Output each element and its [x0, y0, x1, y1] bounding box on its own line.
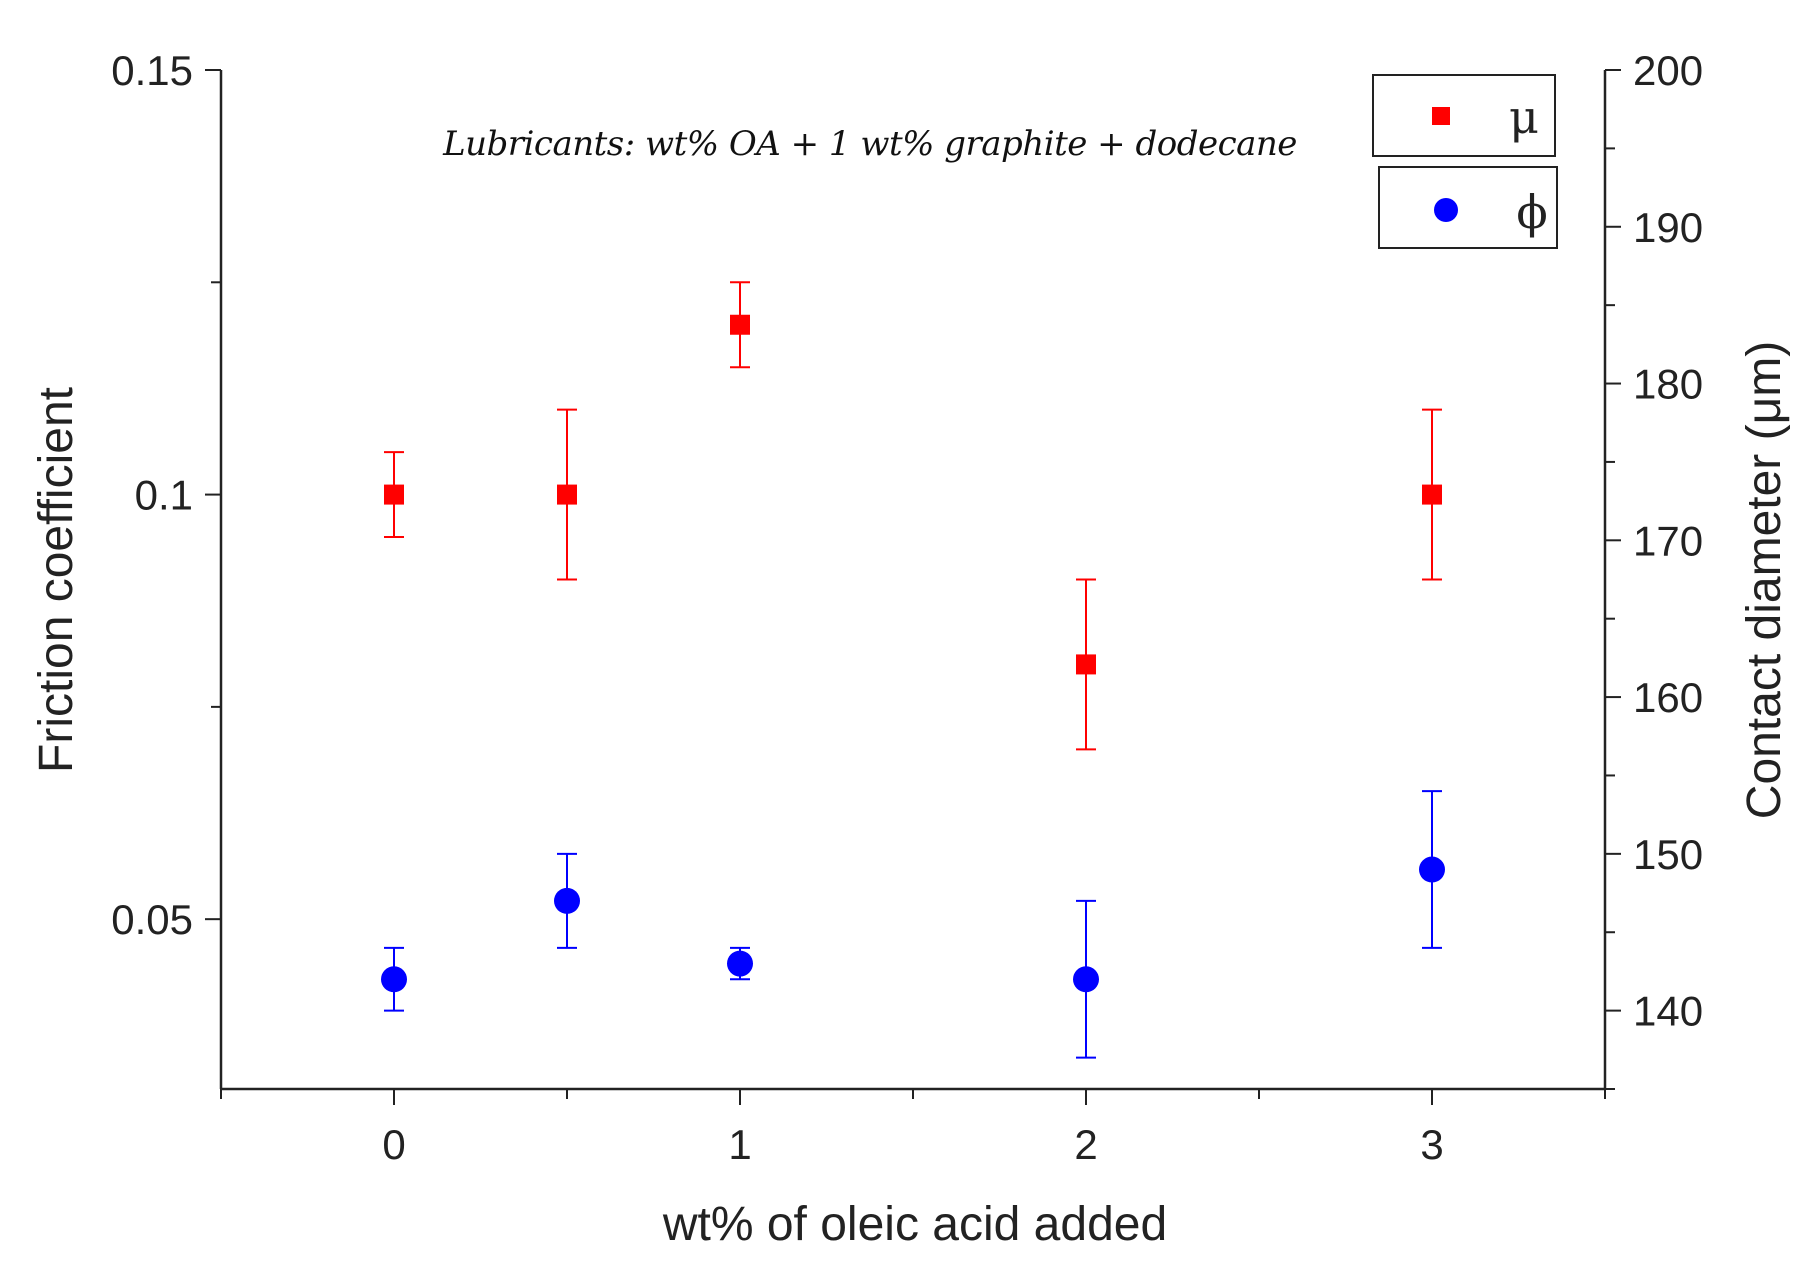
data-point-mu	[1076, 654, 1096, 675]
data-point-phi	[381, 966, 407, 993]
data-point-mu	[730, 314, 750, 335]
legend: μ ϕ	[1372, 74, 1558, 249]
series-mu	[384, 281, 1442, 751]
x-tick-label: 0	[382, 1121, 405, 1168]
legend-item-mu: μ	[1372, 74, 1556, 157]
legend-marker-mu	[1432, 107, 1450, 125]
y-axis-title: Friction coefficient	[30, 387, 83, 773]
legend-box-phi	[1378, 166, 1558, 249]
y2-tick-label: 200	[1633, 47, 1703, 94]
y2-tick-label: 190	[1633, 204, 1703, 251]
y2-tick-label: 170	[1633, 517, 1703, 564]
x-tick-label: 1	[728, 1121, 751, 1168]
ticks	[205, 69, 1621, 1105]
data-point-phi	[1073, 966, 1099, 993]
data-point-phi	[727, 950, 753, 977]
legend-label-mu: μ	[1509, 90, 1539, 144]
y2-tick-label: 180	[1633, 361, 1703, 408]
y2-axis-title: Contact diameter (μm)	[1738, 341, 1791, 819]
data-point-mu	[557, 484, 577, 505]
y-tick-label: 0.15	[111, 47, 193, 94]
y-tick-label: 0.1	[135, 472, 193, 519]
x-axis-title: wt% of oleic acid added	[662, 1198, 1167, 1251]
x-tick-label: 3	[1420, 1121, 1443, 1168]
y2-tick-label: 160	[1633, 674, 1703, 721]
y2-tick-label: 140	[1633, 988, 1703, 1035]
data-point-mu	[1422, 484, 1442, 505]
chart-title: Lubricants: wt% OA + 1 wt% graphite + do…	[442, 124, 1297, 164]
data-point-mu	[384, 484, 404, 505]
legend-marker-phi	[1434, 198, 1458, 222]
data-point-phi	[1419, 856, 1445, 883]
legend-box-mu	[1372, 74, 1556, 157]
series-phi	[381, 790, 1445, 1059]
y-tick-label: 0.05	[111, 896, 193, 943]
data-point-phi	[554, 887, 580, 914]
legend-item-phi: ϕ	[1378, 166, 1558, 249]
legend-label-phi: ϕ	[1516, 185, 1547, 239]
series-layer	[381, 281, 1445, 1059]
tick-labels: 0 1 2 3 0.05 0.1 0.15 140 150 160 170 180 190 200	[111, 47, 1703, 1168]
y2-tick-label: 150	[1633, 831, 1703, 878]
x-tick-label: 2	[1074, 1121, 1097, 1168]
